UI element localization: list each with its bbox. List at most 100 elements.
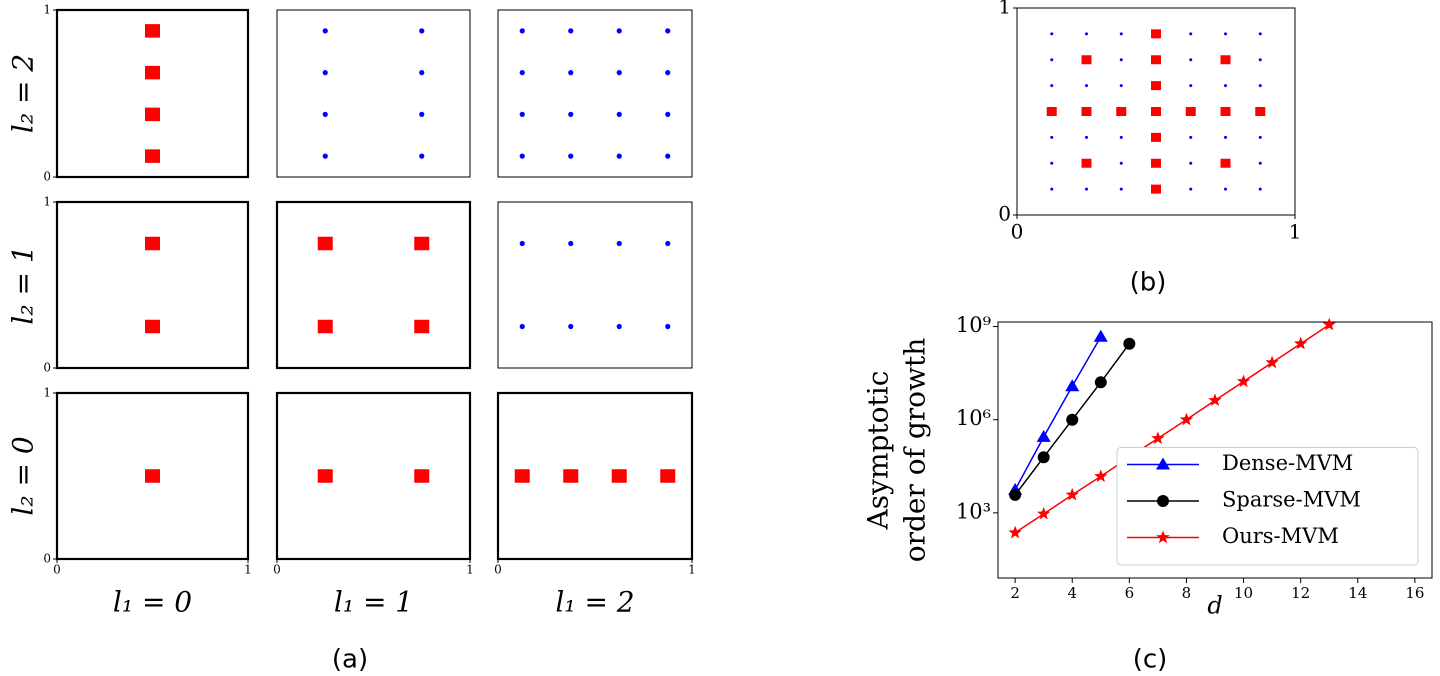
point xyxy=(1189,161,1193,165)
column-label: l₁ = 0 xyxy=(113,586,192,619)
point xyxy=(1050,135,1054,139)
point xyxy=(1094,469,1108,482)
point xyxy=(1255,107,1266,116)
caption: (c) xyxy=(1133,645,1168,675)
y-tick-label: 0 xyxy=(43,361,51,375)
point xyxy=(519,111,525,117)
point xyxy=(145,469,160,483)
point xyxy=(1220,158,1231,168)
point xyxy=(1046,107,1057,116)
point xyxy=(414,319,430,334)
point xyxy=(322,28,328,34)
plot-frame xyxy=(1016,7,1296,216)
point xyxy=(1151,55,1161,65)
x-tick-label: 1 xyxy=(466,562,474,576)
plot-frame xyxy=(275,391,472,561)
legend-marker xyxy=(1157,495,1169,507)
point xyxy=(616,323,622,330)
point xyxy=(1151,184,1161,194)
point xyxy=(1085,187,1088,191)
point xyxy=(317,236,333,251)
plot-frame xyxy=(276,9,471,178)
caption: (a) xyxy=(332,645,368,675)
point xyxy=(665,323,671,330)
point xyxy=(568,70,574,76)
point xyxy=(1085,32,1088,36)
point xyxy=(519,323,525,330)
point xyxy=(1119,187,1123,191)
point xyxy=(1189,84,1193,88)
point xyxy=(1037,506,1051,520)
caption: (b) xyxy=(1130,268,1167,298)
point xyxy=(1116,107,1127,116)
point xyxy=(1224,187,1227,191)
x-tick-label: 14 xyxy=(1348,584,1367,602)
point xyxy=(1119,84,1123,88)
point xyxy=(568,240,574,247)
point xyxy=(1081,158,1092,168)
point xyxy=(145,107,160,122)
point xyxy=(1189,187,1193,191)
legend-marker xyxy=(1156,457,1170,470)
point xyxy=(1258,161,1262,165)
point xyxy=(1224,32,1227,36)
point xyxy=(1322,317,1336,331)
point xyxy=(419,111,425,117)
x-tick-label: 1 xyxy=(244,562,252,576)
point xyxy=(563,469,579,483)
plot-frame xyxy=(55,200,250,370)
point xyxy=(568,153,574,159)
point xyxy=(1094,376,1107,389)
point xyxy=(514,469,530,483)
legend-marker xyxy=(1156,530,1170,544)
y-tick-label: 0 xyxy=(998,202,1011,226)
point xyxy=(414,236,430,251)
point xyxy=(665,240,671,247)
x-tick-label: 1 xyxy=(688,562,696,576)
point xyxy=(145,319,160,334)
point xyxy=(1151,158,1161,168)
y-tick-label: 10⁹ xyxy=(956,313,991,337)
point xyxy=(1008,525,1022,539)
legend-label: Sparse-MVM xyxy=(1222,488,1361,512)
point xyxy=(1258,84,1262,88)
point xyxy=(616,153,622,159)
point xyxy=(616,28,622,34)
point xyxy=(1151,81,1161,91)
point xyxy=(1050,161,1054,165)
legend-label: Dense-MVM xyxy=(1222,451,1353,475)
y-tick-label: 1 xyxy=(43,386,51,400)
point xyxy=(1258,58,1262,62)
x-tick-label: 16 xyxy=(1405,584,1424,602)
plot-frame xyxy=(497,201,693,369)
point xyxy=(1258,187,1262,191)
point xyxy=(616,111,622,117)
point xyxy=(419,153,425,159)
point xyxy=(568,111,574,117)
point xyxy=(419,28,425,34)
point xyxy=(1189,135,1193,139)
point xyxy=(1050,187,1054,191)
column-label: l₁ = 2 xyxy=(555,586,634,619)
x-tick-label: 6 xyxy=(1125,584,1135,602)
point xyxy=(1119,135,1123,139)
point xyxy=(1224,84,1227,88)
point xyxy=(1185,107,1196,116)
plot-frame xyxy=(275,200,472,370)
point xyxy=(665,28,671,34)
x-tick-label: 12 xyxy=(1291,584,1310,602)
point xyxy=(1151,29,1161,39)
point xyxy=(616,70,622,76)
point xyxy=(1151,132,1161,142)
x-tick-label: 0 xyxy=(494,562,502,576)
series-line xyxy=(1014,324,1330,534)
point xyxy=(568,28,574,34)
point xyxy=(1224,135,1227,139)
point xyxy=(1220,107,1231,116)
point xyxy=(1081,55,1092,65)
x-tick-label: 4 xyxy=(1067,584,1077,602)
point xyxy=(1066,413,1079,426)
x-tick-label: 8 xyxy=(1182,584,1192,602)
point xyxy=(1189,32,1193,36)
point xyxy=(1258,135,1262,139)
